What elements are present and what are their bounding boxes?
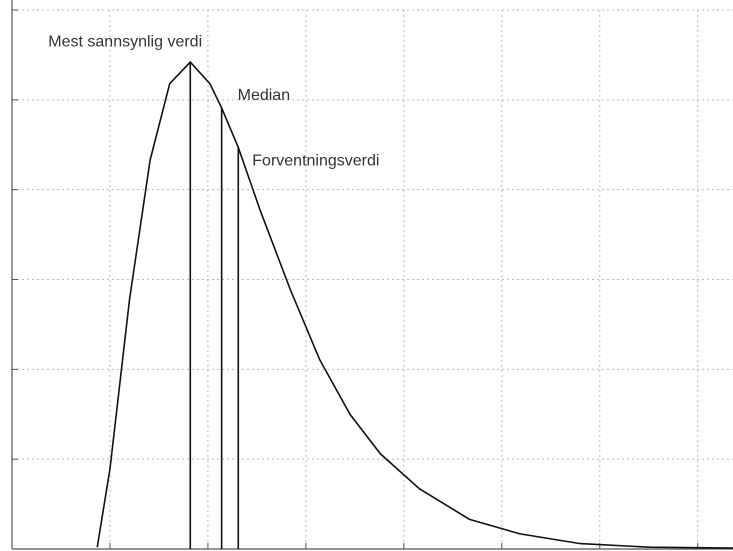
marker-label: Mest sannsynlig verdi <box>48 33 202 50</box>
marker-label: Forventningsverdi <box>252 153 379 170</box>
curve <box>96 60 733 549</box>
marker-label: Median <box>238 87 290 104</box>
